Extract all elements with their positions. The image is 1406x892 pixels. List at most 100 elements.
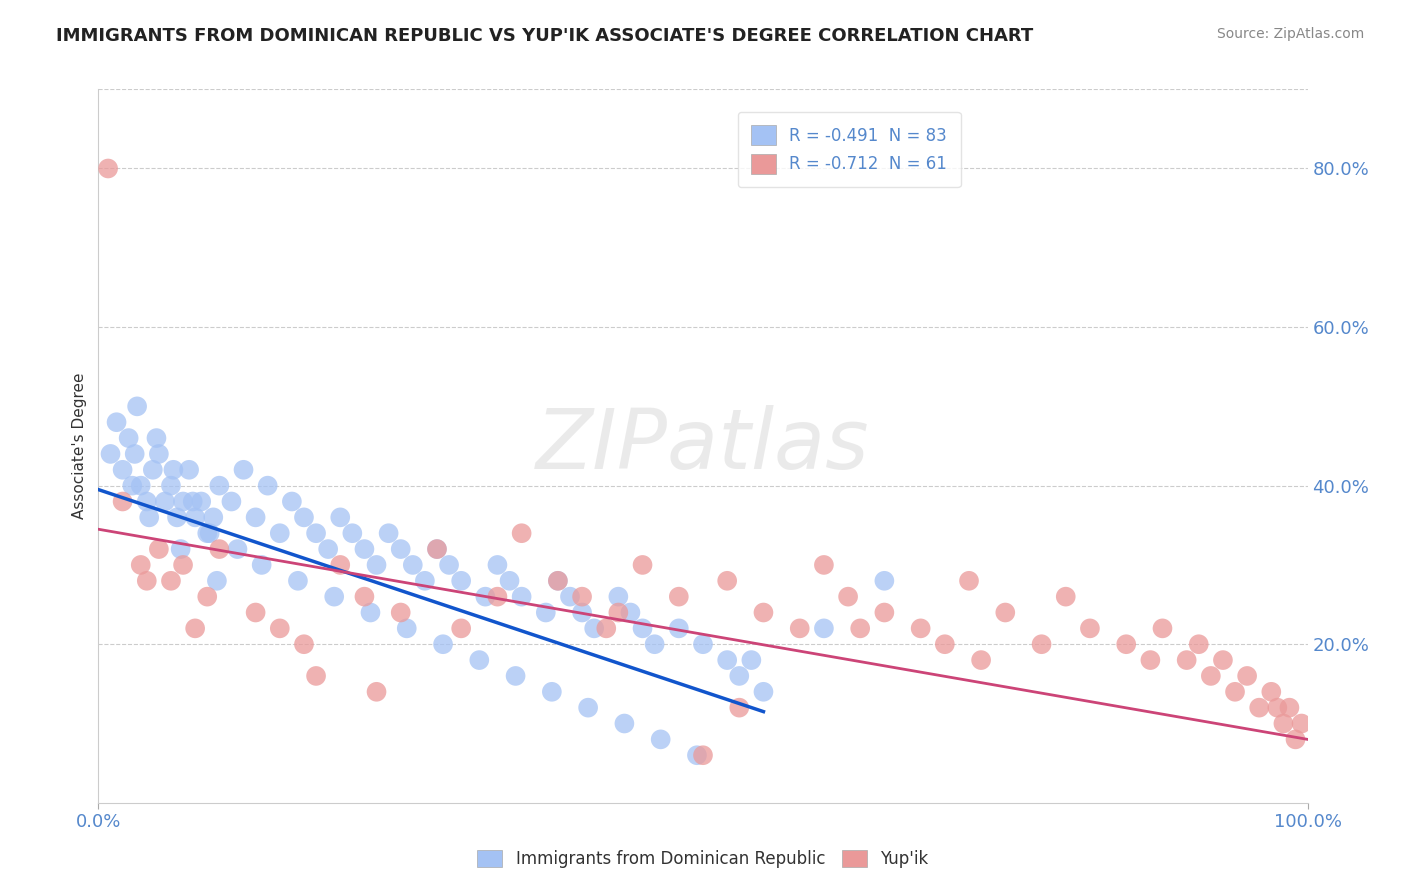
Point (245, 510, 267, 524)
Point (292, 510, 315, 524)
Point (377, 526, 399, 541)
Point (329, 558, 352, 572)
Point (613, 716, 636, 731)
Point (813, 558, 835, 572)
Point (1152, 621, 1174, 635)
Point (1249, 700, 1271, 714)
Point (1054, 590, 1077, 604)
Point (1291, 716, 1313, 731)
Point (160, 574, 183, 588)
Text: IMMIGRANTS FROM DOMINICAN REPUBLIC VS YUP'IK ASSOCIATE'S DEGREE CORRELATION CHAR: IMMIGRANTS FROM DOMINICAN REPUBLIC VS YU… (56, 27, 1033, 45)
Point (148, 447, 170, 461)
Point (910, 621, 932, 635)
Point (148, 542, 170, 557)
Point (402, 558, 425, 572)
Point (558, 590, 581, 604)
Point (752, 685, 775, 699)
Point (450, 621, 472, 635)
Point (142, 463, 165, 477)
Point (129, 558, 152, 572)
Point (668, 590, 690, 604)
Y-axis label: Associate's Degree: Associate's Degree (72, 373, 87, 519)
Point (1236, 669, 1258, 683)
Point (118, 431, 141, 445)
Point (127, 400, 149, 414)
Point (631, 621, 654, 635)
Point (360, 606, 382, 620)
Point (287, 574, 309, 588)
Point (305, 526, 328, 541)
Point (789, 621, 811, 635)
Point (650, 732, 672, 747)
Legend: R = -0.491  N = 83, R = -0.712  N = 61: R = -0.491 N = 83, R = -0.712 N = 61 (738, 112, 960, 187)
Point (994, 606, 1017, 620)
Point (329, 510, 352, 524)
Point (1078, 621, 1101, 635)
Point (631, 558, 654, 572)
Point (692, 748, 714, 763)
Text: ZIPatlas: ZIPatlas (536, 406, 870, 486)
Point (873, 606, 896, 620)
Legend: Immigrants from Dominican Republic, Yup'ik: Immigrants from Dominican Republic, Yup'… (471, 843, 935, 875)
Point (166, 510, 188, 524)
Point (395, 621, 418, 635)
Point (250, 558, 273, 572)
Point (195, 590, 218, 604)
Point (432, 637, 454, 651)
Point (486, 590, 509, 604)
Point (353, 542, 375, 557)
Point (849, 621, 872, 635)
Point (135, 494, 157, 508)
Point (534, 606, 557, 620)
Point (583, 621, 606, 635)
Point (1267, 700, 1289, 714)
Point (505, 669, 527, 683)
Point (1199, 669, 1222, 683)
Point (1212, 653, 1234, 667)
Point (97, 161, 120, 176)
Point (1278, 700, 1301, 714)
Point (668, 621, 690, 635)
Point (813, 621, 835, 635)
Point (1223, 685, 1246, 699)
Point (184, 621, 207, 635)
Point (644, 637, 666, 651)
Point (121, 478, 143, 492)
Point (232, 463, 254, 477)
Point (169, 542, 191, 557)
Point (728, 700, 751, 714)
Point (281, 494, 304, 508)
Point (510, 526, 533, 541)
Point (138, 510, 160, 524)
Point (305, 669, 328, 683)
Point (686, 748, 709, 763)
Point (256, 478, 278, 492)
Point (389, 606, 412, 620)
Point (571, 590, 593, 604)
Point (607, 606, 630, 620)
Point (160, 478, 183, 492)
Point (728, 669, 751, 683)
Point (970, 653, 993, 667)
Point (1272, 716, 1295, 731)
Point (162, 463, 184, 477)
Point (129, 478, 152, 492)
Point (105, 415, 128, 429)
Point (716, 653, 738, 667)
Point (450, 574, 472, 588)
Point (111, 463, 134, 477)
Point (184, 510, 207, 524)
Point (595, 621, 617, 635)
Point (366, 685, 388, 699)
Point (221, 494, 243, 508)
Point (389, 542, 412, 557)
Point (269, 526, 291, 541)
Point (468, 653, 491, 667)
Point (198, 526, 221, 541)
Point (1031, 637, 1053, 651)
Point (837, 590, 859, 604)
Point (172, 558, 194, 572)
Point (1175, 653, 1198, 667)
Point (202, 510, 225, 524)
Point (474, 590, 496, 604)
